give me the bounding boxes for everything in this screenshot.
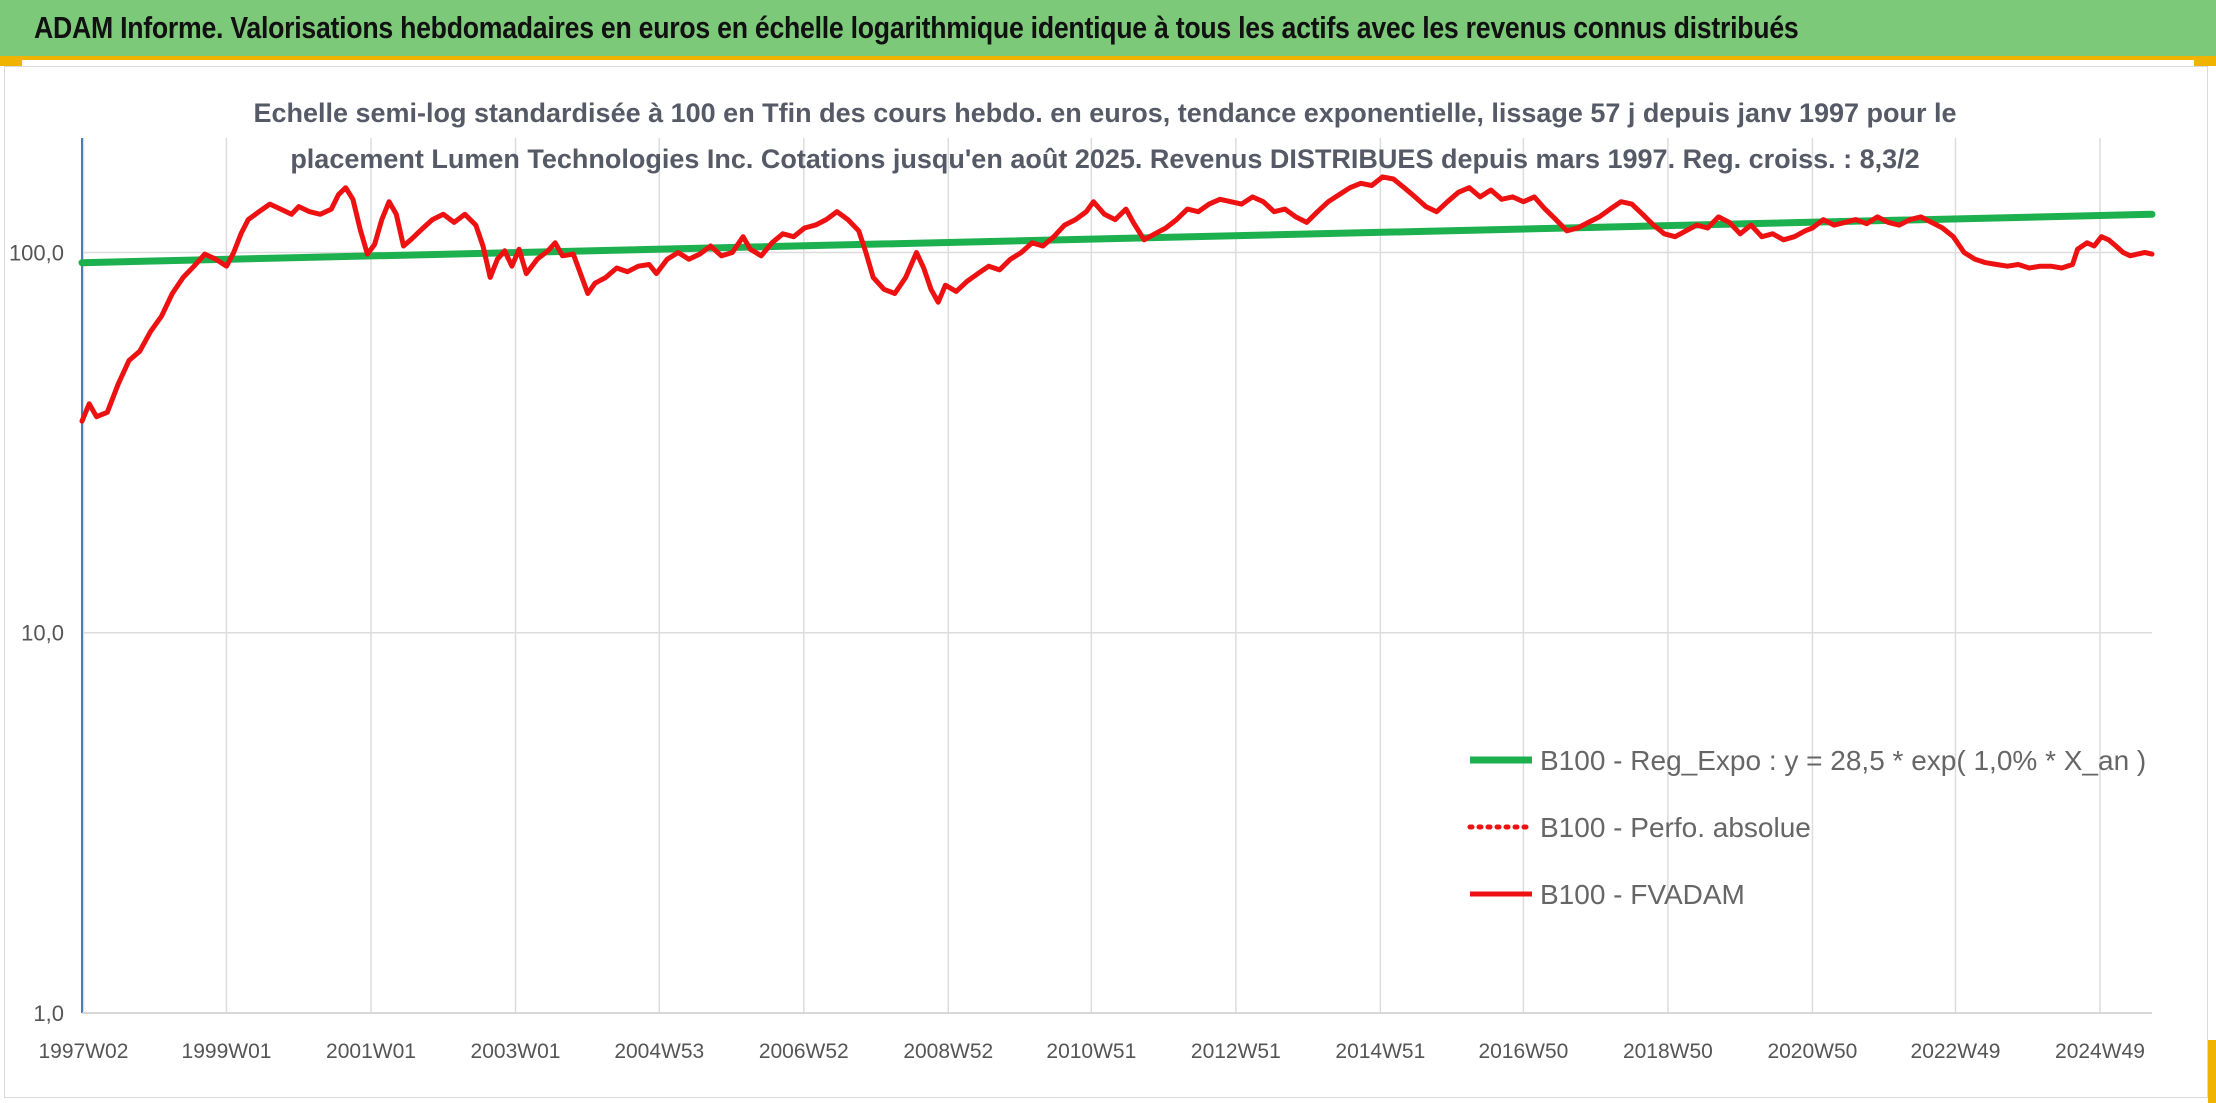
title-bar: ADAM Informe. Valorisations hebdomadaire…	[0, 0, 2216, 60]
chart-subtitle-line: Echelle semi-log standardisée à 100 en T…	[253, 98, 1956, 128]
x-tick-label: 2022W49	[1911, 1040, 2001, 1063]
legend-label-2: B100 - FVADAM	[1540, 879, 1745, 910]
x-tick-label: 2018W50	[1623, 1040, 1713, 1063]
x-tick-label: 2010W51	[1046, 1040, 1136, 1063]
x-tick-label: 2006W52	[759, 1040, 849, 1063]
x-tick-label: 2014W51	[1335, 1040, 1425, 1063]
grid-lines	[82, 138, 2152, 1014]
x-tick-label: 1999W01	[182, 1040, 272, 1063]
x-tick-label: 2004W53	[614, 1040, 704, 1063]
corner-accent-bottom-right	[2208, 1040, 2216, 1103]
corner-accent-left	[0, 56, 22, 66]
chart-subtitle: Echelle semi-log standardisée à 100 en T…	[253, 98, 1956, 174]
x-tick-label: 2020W50	[1767, 1040, 1857, 1063]
legend-label-1: B100 - Perfo. absolue	[1540, 812, 1811, 843]
x-tick-label: 2008W52	[903, 1040, 993, 1063]
series-line-0	[78, 210, 2156, 267]
y-tick-label: 1,0	[33, 1001, 64, 1026]
x-tick-label: 2001W01	[326, 1040, 416, 1063]
x-tick-label: 1997W02	[38, 1040, 128, 1063]
x-tick-label: 2024W49	[2055, 1040, 2145, 1063]
y-tick-label: 10,0	[21, 621, 64, 646]
x-tick-label: 2016W50	[1478, 1040, 1568, 1063]
legend: B100 - Reg_Expo : y = 28,5 * exp( 1,0% *…	[1467, 745, 2146, 910]
series-lines	[78, 174, 2156, 424]
x-tick-label: 2003W01	[471, 1040, 561, 1063]
report-title: ADAM Informe. Valorisations hebdomadaire…	[34, 10, 1799, 45]
y-tick-label: 100,0	[9, 240, 64, 265]
x-tick-label: 2012W51	[1191, 1040, 1281, 1063]
chart-frame	[4, 66, 2208, 1098]
chart-subtitle-line: placement Lumen Technologies Inc. Cotati…	[290, 144, 1919, 174]
legend-label-0: B100 - Reg_Expo : y = 28,5 * exp( 1,0% *…	[1540, 745, 2146, 776]
series-line-2	[79, 174, 2155, 424]
corner-accent-right	[2194, 56, 2216, 66]
axes: 1,0 10,0 100,0 1997W02 1999W01 2001W01 2003W01…	[9, 138, 2152, 1063]
